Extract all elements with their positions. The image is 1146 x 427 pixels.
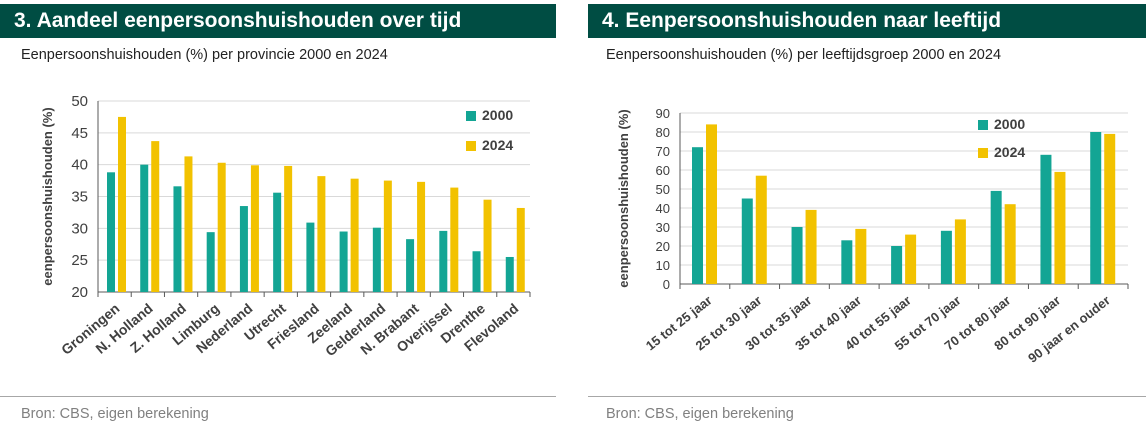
bar-2024 <box>1104 133 1116 284</box>
bar-2024 <box>450 187 459 292</box>
bar-2024 <box>350 178 359 292</box>
bars <box>692 124 1116 285</box>
bar-2000 <box>891 246 903 284</box>
y-tick-label: 50 <box>656 182 670 197</box>
y-tick-label: 0 <box>663 277 670 292</box>
y-tick-label: 40 <box>71 157 88 174</box>
bar-2024 <box>317 176 326 292</box>
bar-2024 <box>483 199 492 292</box>
legend-swatch-2000 <box>978 120 988 130</box>
bar-2000 <box>107 172 115 292</box>
y-tick-label: 20 <box>656 239 670 254</box>
legend-swatch-2024 <box>466 141 476 151</box>
y-tick-label: 10 <box>656 258 670 273</box>
bar-2000 <box>439 230 448 292</box>
bar-2024 <box>805 209 817 284</box>
source-note: Bron: CBS, eigen berekening <box>606 406 794 422</box>
legend: 2000 2024 <box>466 107 513 153</box>
y-axis-ticks: 0 10 20 30 40 50 60 70 80 90 <box>656 106 670 292</box>
bar-2024 <box>1004 204 1016 284</box>
bars <box>107 116 525 293</box>
bar-2024 <box>755 175 767 284</box>
y-tick-label: 25 <box>71 252 88 269</box>
bar-2000 <box>206 232 215 292</box>
bar-2000 <box>791 227 803 284</box>
bar-2000 <box>741 198 753 284</box>
bar-2000 <box>239 206 248 292</box>
y-axis-ticks: 20 25 30 35 40 45 50 <box>71 93 88 301</box>
bar-2024 <box>417 181 426 292</box>
bar-2024 <box>905 234 917 284</box>
bar-2000 <box>273 192 282 292</box>
bar-2024 <box>954 219 966 284</box>
bar-2024 <box>383 180 392 292</box>
grid-lines <box>98 100 530 261</box>
source-divider <box>0 396 556 397</box>
legend-label-2000: 2000 <box>994 116 1025 132</box>
chart-header: 4. Eenpersoonshuishouden naar leeftijd <box>588 4 1146 38</box>
bar-2000 <box>940 230 952 284</box>
legend-label-2024: 2024 <box>482 137 513 153</box>
bar-2024 <box>1054 171 1066 284</box>
bar-2000 <box>692 147 703 284</box>
chart-header: 3. Aandeel eenpersoonshuishouden over ti… <box>0 4 556 38</box>
source-note: Bron: CBS, eigen berekening <box>21 406 209 422</box>
bar-2024 <box>250 165 259 292</box>
bar-2024 <box>706 124 717 285</box>
bar-2000 <box>990 190 1002 284</box>
bar-2024 <box>284 165 293 292</box>
grid-lines <box>680 112 1128 266</box>
bar-2000 <box>841 240 853 284</box>
bar-2024 <box>151 141 160 292</box>
bar-2000 <box>1040 154 1052 284</box>
bar-2000 <box>406 239 415 292</box>
y-tick-label: 70 <box>656 144 670 159</box>
legend-label-2024: 2024 <box>994 144 1025 160</box>
chart-subtitle: Eenpersoonshuishouden (%) per leeftijdsg… <box>606 47 1002 63</box>
y-tick-label: 90 <box>656 106 670 121</box>
y-tick-label: 40 <box>656 201 670 216</box>
y-axis-label: eenpersoonshuishouden (%) <box>40 107 55 285</box>
bar-2000 <box>1090 132 1102 284</box>
legend-swatch-2024 <box>978 148 988 158</box>
bar-2024 <box>855 228 867 284</box>
y-tick-label: 30 <box>656 220 670 235</box>
chart-panel-provincie: 3. Aandeel eenpersoonshuishouden over ti… <box>0 0 556 427</box>
bar-2024 <box>118 116 126 293</box>
bar-2024 <box>184 156 193 292</box>
y-tick-label: 35 <box>71 189 88 206</box>
bar-2000 <box>306 222 315 292</box>
legend-swatch-2000 <box>466 111 476 121</box>
y-axis-label: eenpersoonshuishouden (%) <box>616 109 631 287</box>
y-tick-label: 45 <box>71 125 88 142</box>
bar-2000 <box>372 227 381 292</box>
y-tick-label: 50 <box>71 93 88 110</box>
chart-panel-leeftijd: 4. Eenpersoonshuishouden naar leeftijd E… <box>588 0 1146 427</box>
bar-2024 <box>516 207 525 292</box>
bar-2000 <box>472 251 481 292</box>
y-tick-label: 60 <box>656 163 670 178</box>
y-tick-label: 30 <box>71 220 88 237</box>
bar-2000 <box>339 231 348 292</box>
bar-2000 <box>140 164 149 292</box>
source-divider <box>588 396 1146 397</box>
bar-2024 <box>217 162 226 292</box>
y-tick-label: 20 <box>71 284 88 301</box>
bar-2000 <box>173 186 182 292</box>
y-tick-label: 80 <box>656 125 670 140</box>
legend-label-2000: 2000 <box>482 107 513 123</box>
chart-subtitle: Eenpersoonshuishouden (%) per provincie … <box>21 47 388 63</box>
bar-2000 <box>505 256 514 292</box>
legend: 2000 2024 <box>978 116 1025 160</box>
